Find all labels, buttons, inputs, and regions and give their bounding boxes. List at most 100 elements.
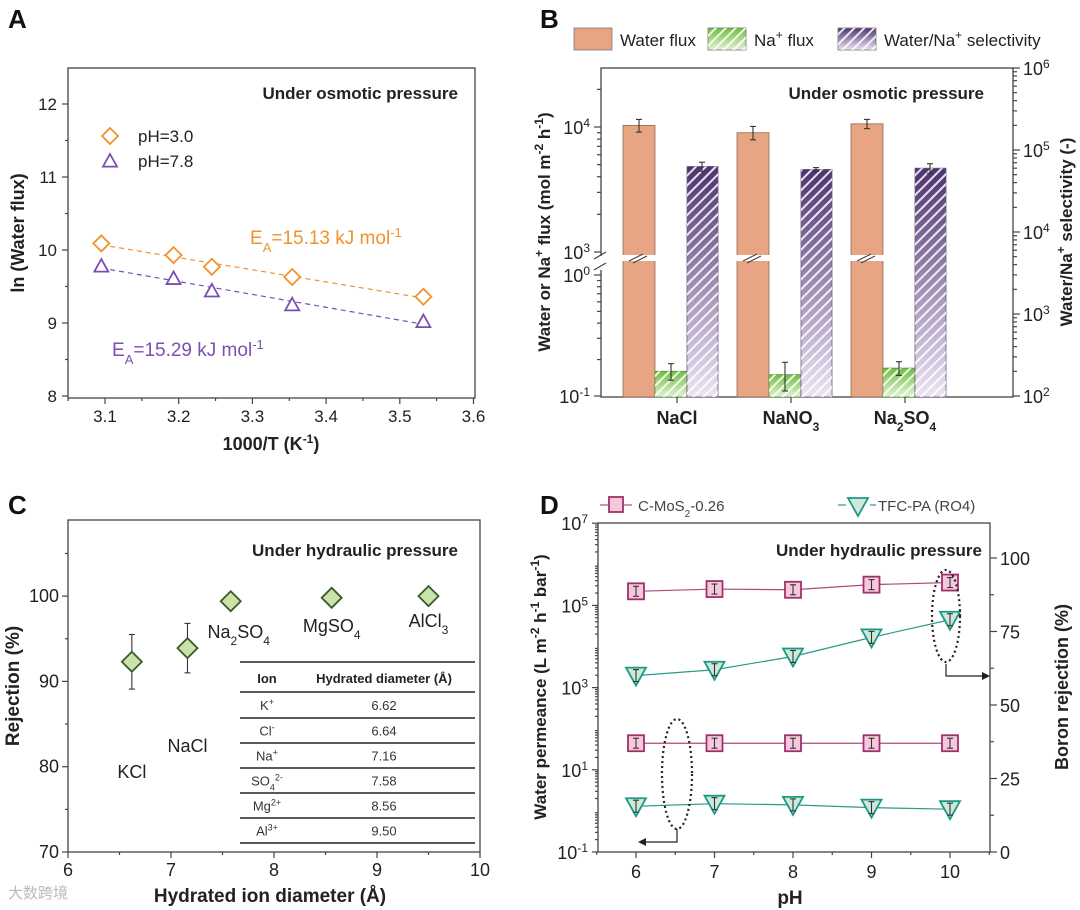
y-tick-label: 10-1 bbox=[557, 841, 588, 863]
y2-tick-label: 103 bbox=[1023, 303, 1050, 325]
x-tick-label: 6 bbox=[631, 862, 641, 882]
table-ion: SO42- bbox=[251, 773, 283, 793]
x-axis-title: 1000/T (K-1) bbox=[223, 432, 320, 454]
arrow-head-icon bbox=[982, 672, 990, 680]
bar-break-mark bbox=[628, 253, 644, 262]
legend-diamond-icon bbox=[100, 126, 120, 146]
data-point-diamond bbox=[219, 589, 243, 613]
y-tick-label: 11 bbox=[39, 168, 57, 187]
error-bar bbox=[711, 583, 718, 595]
y-tick-label: 12 bbox=[38, 95, 57, 114]
x-tick-label: 3.6 bbox=[462, 407, 486, 426]
y-tick-label: 70 bbox=[39, 842, 59, 862]
legend-label: C-MoS2-0.26 bbox=[638, 498, 724, 520]
legend-swatch-hatch bbox=[708, 28, 746, 50]
bar-break-mark bbox=[632, 255, 648, 264]
axis-break-gap bbox=[596, 256, 604, 270]
error-bar bbox=[633, 737, 639, 749]
x-tick-label: 9 bbox=[866, 862, 876, 882]
water-flux-error bbox=[864, 118, 870, 130]
legend-swatch-hatch bbox=[838, 28, 876, 50]
panel-label-d: D bbox=[540, 490, 559, 520]
y-tick-label: 103 bbox=[561, 677, 588, 699]
y-tick-label: 104 bbox=[563, 116, 590, 138]
water-flux-bar bbox=[736, 132, 770, 398]
x-tick-label: 8 bbox=[788, 862, 798, 882]
bar-break-gap bbox=[622, 255, 656, 261]
y-tick-label: 101 bbox=[561, 759, 588, 781]
data-point-diamond bbox=[202, 257, 222, 277]
x-tick-label: 3.1 bbox=[93, 407, 117, 426]
y-tick-label: 10 bbox=[38, 241, 57, 260]
error-bar bbox=[947, 802, 953, 816]
data-point-diamond bbox=[92, 234, 111, 253]
x-tick-label: 7 bbox=[709, 862, 719, 882]
table-header: Ion bbox=[257, 671, 277, 686]
y-tick-label: 107 bbox=[561, 512, 588, 534]
x-axis-title: pH bbox=[777, 888, 802, 909]
legend-label: TFC-PA (RO4) bbox=[878, 498, 975, 515]
x-tick-label: 10 bbox=[470, 860, 490, 880]
error-bar bbox=[633, 669, 639, 683]
table-diameter: 8.56 bbox=[371, 799, 396, 814]
na-flux-error bbox=[896, 361, 902, 376]
data-point-diamond bbox=[176, 636, 199, 660]
error-bar bbox=[868, 579, 875, 591]
y2-tick-label: 75 bbox=[1000, 623, 1020, 643]
y2-tick-label: 25 bbox=[1000, 770, 1020, 790]
error-bar bbox=[790, 798, 796, 812]
y-tick-label: 105 bbox=[561, 594, 588, 616]
na-flux-error bbox=[782, 361, 788, 392]
x-tick-label: 8 bbox=[269, 860, 279, 880]
panel-a-plot-frame bbox=[67, 67, 476, 399]
error-bar bbox=[868, 737, 875, 749]
x-tick-label: Na2SO4 bbox=[874, 408, 937, 434]
x-tick-label: 7 bbox=[166, 860, 176, 880]
table-ion: Mg2+ bbox=[253, 798, 281, 814]
y2-tick-label: 104 bbox=[1023, 221, 1050, 243]
x-tick-label: 3.5 bbox=[388, 407, 412, 426]
data-point-triangle bbox=[414, 312, 432, 329]
selectivity-bar-hatch bbox=[801, 169, 832, 397]
fit-label: EA=15.29 kJ mol-1 bbox=[112, 337, 264, 367]
y2-tick-label: 106 bbox=[1023, 57, 1050, 79]
error-bar bbox=[868, 801, 875, 815]
annotation: Under osmotic pressure bbox=[262, 84, 458, 103]
arrow-right-axis bbox=[945, 664, 982, 677]
legend-label: Na+ flux bbox=[754, 28, 814, 50]
dotted-ellipse-left bbox=[660, 717, 694, 831]
annotation: Under osmotic pressure bbox=[788, 84, 984, 103]
watermark: 大数跨境 bbox=[8, 884, 68, 902]
y2-axis-title: Boron rejection (%) bbox=[1052, 604, 1072, 770]
bar-break-mark bbox=[746, 255, 762, 264]
selectivity-error bbox=[699, 161, 705, 172]
y2-tick-label: 50 bbox=[1000, 696, 1020, 716]
data-point-diamond bbox=[414, 287, 433, 306]
table-ion: K+ bbox=[260, 697, 274, 713]
error-bar bbox=[711, 737, 718, 749]
bar-break-gap bbox=[736, 255, 770, 261]
y2-tick-label: 105 bbox=[1023, 139, 1050, 161]
legend-triangle-icon bbox=[846, 497, 870, 518]
fit-line bbox=[101, 267, 424, 325]
table-ion: Cl- bbox=[259, 723, 274, 739]
selectivity-error bbox=[927, 163, 933, 174]
selectivity-bar-hatch bbox=[915, 168, 946, 397]
legend-label: pH=3.0 bbox=[138, 127, 193, 146]
x-tick-label: 9 bbox=[372, 860, 382, 880]
table-diameter: 9.50 bbox=[371, 824, 396, 839]
arrow-head-icon bbox=[638, 838, 646, 846]
y-tick-label: 10-1 bbox=[559, 385, 590, 407]
y-tick-label: 8 bbox=[48, 387, 57, 406]
dotted-ellipse-right bbox=[930, 568, 962, 664]
bar-break-mark bbox=[742, 253, 758, 262]
annotation: Under hydraulic pressure bbox=[776, 541, 982, 560]
data-point-diamond bbox=[120, 650, 144, 674]
table-diameter: 7.58 bbox=[371, 774, 396, 789]
axis-break-mark bbox=[593, 262, 607, 271]
x-tick-label: NaCl bbox=[656, 408, 697, 428]
data-point-diamond bbox=[417, 584, 440, 608]
panel-label-a: A bbox=[8, 4, 27, 34]
legend-label: Water flux bbox=[620, 31, 696, 50]
